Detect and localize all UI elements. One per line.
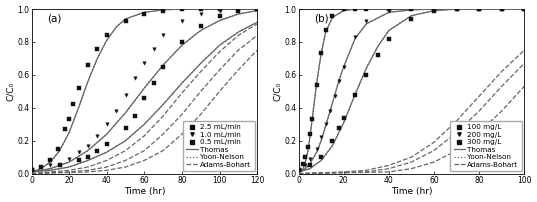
X-axis label: Time (hr): Time (hr) — [124, 187, 165, 196]
Text: (b): (b) — [314, 14, 329, 24]
Legend: 100 mg/L, 200 mg/L, 300 mg/L, Thomas, Yoon-Nelson, Adams-Bohart: 100 mg/L, 200 mg/L, 300 mg/L, Thomas, Yo… — [450, 121, 522, 171]
X-axis label: Time (hr): Time (hr) — [390, 187, 432, 196]
Y-axis label: C/C₀: C/C₀ — [5, 82, 14, 101]
Text: (a): (a) — [47, 14, 62, 24]
Y-axis label: C/C₀: C/C₀ — [273, 82, 281, 101]
Legend: 2.5 mL/min, 1.0 mL/min, 0.5 mL/min, Thomas, Yoon-Nelson, Adams-Bohart: 2.5 mL/min, 1.0 mL/min, 0.5 mL/min, Thom… — [183, 121, 255, 171]
